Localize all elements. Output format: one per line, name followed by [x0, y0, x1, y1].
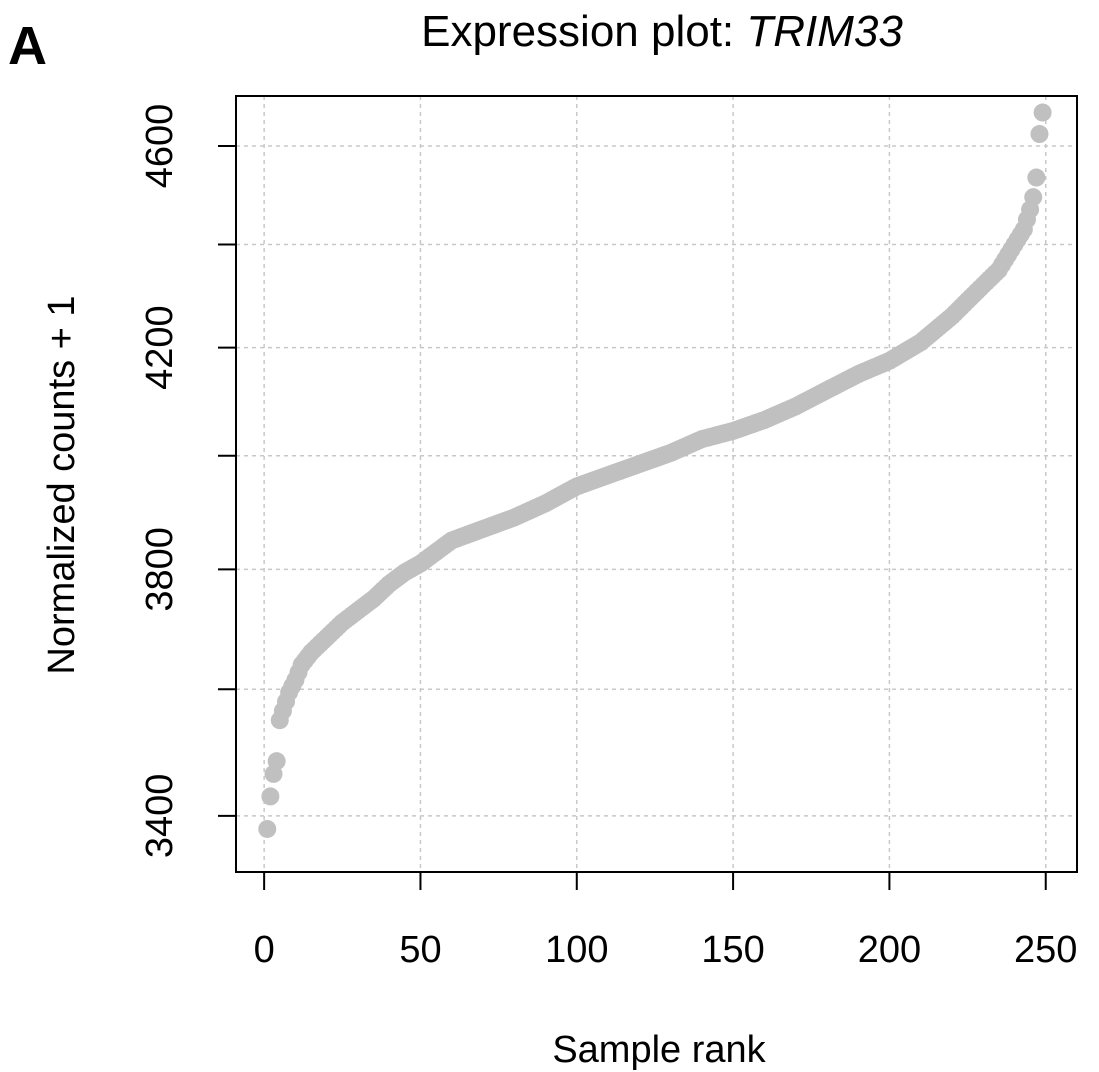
y-tick-label: 3400: [139, 774, 181, 859]
y-tick-label: 3800: [139, 527, 181, 612]
y-axis: 3400 3800 4200 4600: [139, 104, 237, 859]
x-axis: 0 50 100 150 200 250: [254, 871, 1077, 971]
data-point: [261, 787, 280, 806]
panel-label: A: [8, 16, 47, 76]
data-point: [1027, 168, 1046, 187]
x-tick-label: 250: [1014, 929, 1077, 971]
data-point: [258, 819, 277, 838]
plot-frame: [235, 95, 1078, 873]
data-point: [1030, 125, 1049, 144]
data-point: [1033, 103, 1052, 122]
chart-title: Expression plot: TRIM33: [421, 7, 903, 56]
x-tick-label: 200: [858, 929, 921, 971]
chart-title-prefix: Expression plot:: [421, 7, 746, 56]
x-tick-label: 50: [399, 929, 441, 971]
x-axis-title: Sample rank: [552, 1029, 766, 1071]
chart-title-gene: TRIM33: [746, 7, 903, 56]
data-points: [258, 103, 1052, 838]
grid-lines: [236, 96, 1077, 872]
x-tick-label: 150: [701, 929, 764, 971]
data-point: [1024, 188, 1043, 207]
data-point: [267, 752, 286, 771]
x-tick-label: 100: [545, 929, 608, 971]
y-tick-label: 4200: [139, 305, 181, 390]
x-tick-label: 0: [254, 929, 275, 971]
y-tick-label: 4600: [139, 104, 181, 189]
y-axis-title: Normalized counts + 1: [41, 295, 83, 674]
